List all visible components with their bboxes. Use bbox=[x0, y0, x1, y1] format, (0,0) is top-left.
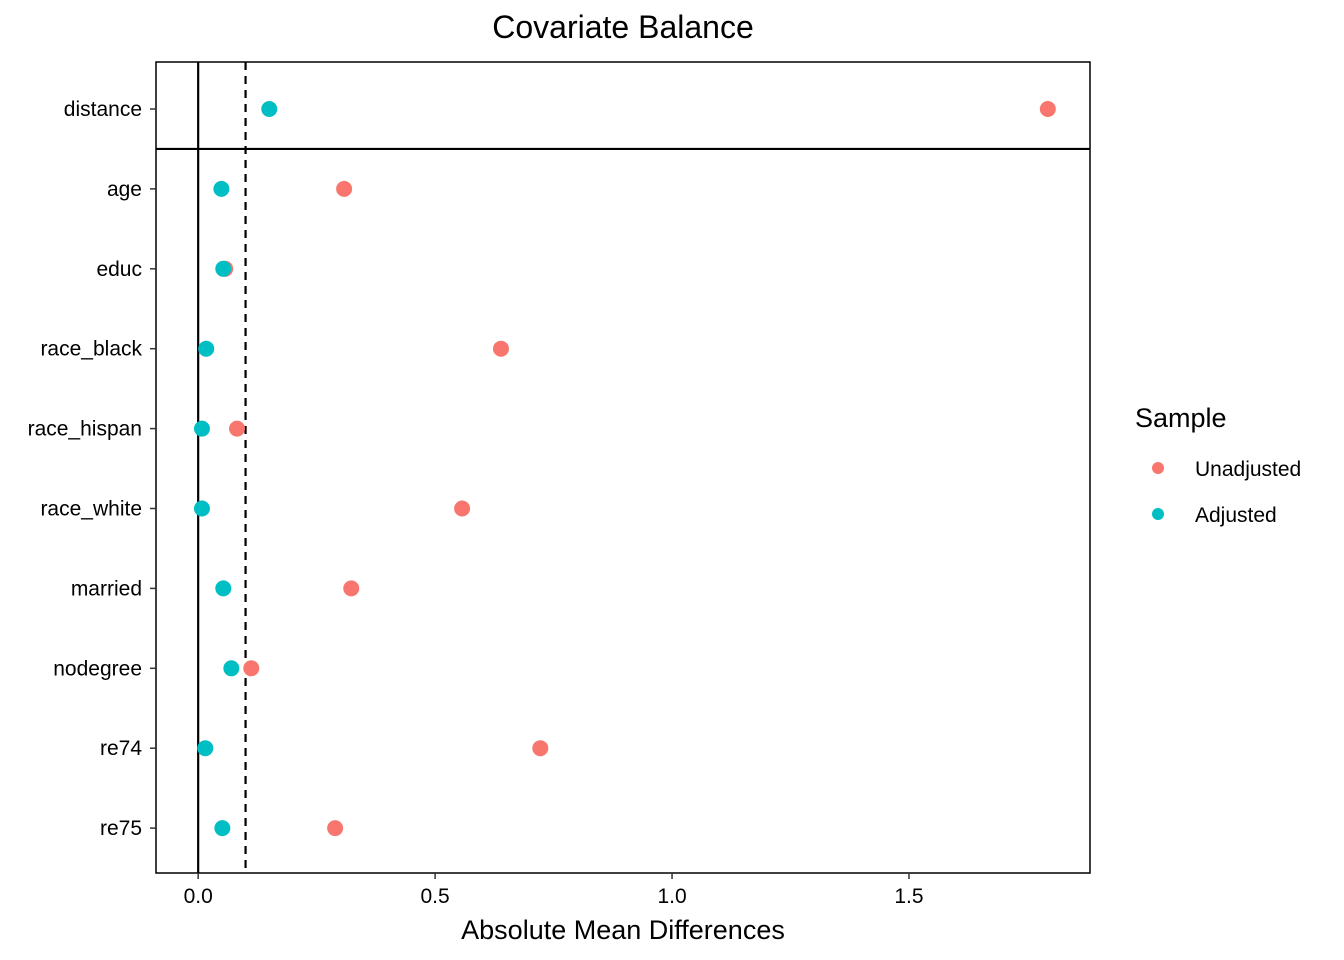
x-tick-label: 0.0 bbox=[184, 885, 213, 908]
x-tick-label: 0.5 bbox=[421, 885, 450, 908]
point-adjusted-distance bbox=[261, 101, 278, 117]
y-tick-label: nodegree bbox=[53, 657, 142, 680]
y-tick-label: married bbox=[71, 577, 142, 600]
x-tick-label: 1.5 bbox=[894, 885, 923, 908]
y-tick-label: re74 bbox=[100, 737, 142, 760]
y-tick-label: race_hispan bbox=[28, 418, 142, 441]
point-unadjusted-race_hispan bbox=[229, 420, 246, 437]
point-adjusted-race_black bbox=[198, 340, 215, 357]
point-adjusted-educ bbox=[215, 260, 232, 277]
x-axis-label: Absolute Mean Differences bbox=[461, 915, 785, 945]
point-adjusted-married bbox=[215, 580, 232, 597]
point-unadjusted-re74 bbox=[532, 740, 549, 757]
y-tick-label: age bbox=[107, 178, 142, 201]
plot-panel bbox=[155, 61, 1091, 874]
point-unadjusted-age bbox=[336, 180, 353, 197]
point-unadjusted-married bbox=[343, 580, 360, 597]
y-tick-label: race_black bbox=[40, 338, 142, 361]
point-adjusted-nodegree bbox=[223, 660, 240, 677]
point-unadjusted-nodegree bbox=[243, 660, 260, 677]
point-unadjusted-distance bbox=[1039, 101, 1056, 117]
legend-key-unadjusted bbox=[1152, 462, 1164, 474]
point-adjusted-re75 bbox=[214, 820, 231, 837]
y-tick-label: re75 bbox=[100, 817, 142, 840]
point-unadjusted-race_black bbox=[492, 340, 509, 357]
legend-key-adjusted bbox=[1152, 508, 1164, 520]
point-adjusted-race_white bbox=[193, 500, 210, 517]
chart-title: Covariate Balance bbox=[492, 9, 753, 45]
point-adjusted-re74 bbox=[197, 740, 214, 757]
point-adjusted-age bbox=[213, 180, 230, 197]
x-tick-label: 1.0 bbox=[657, 885, 686, 908]
point-unadjusted-race_white bbox=[454, 500, 471, 517]
y-tick-label: distance bbox=[64, 98, 142, 121]
legend-label-adjusted: Adjusted bbox=[1195, 504, 1277, 527]
legend-label-unadjusted: Unadjusted bbox=[1195, 458, 1301, 481]
point-unadjusted-re75 bbox=[327, 820, 344, 837]
legend-title: Sample bbox=[1135, 403, 1227, 433]
y-tick-label: educ bbox=[96, 258, 142, 281]
y-tick-label: race_white bbox=[40, 498, 142, 521]
point-adjusted-race_hispan bbox=[193, 420, 210, 437]
